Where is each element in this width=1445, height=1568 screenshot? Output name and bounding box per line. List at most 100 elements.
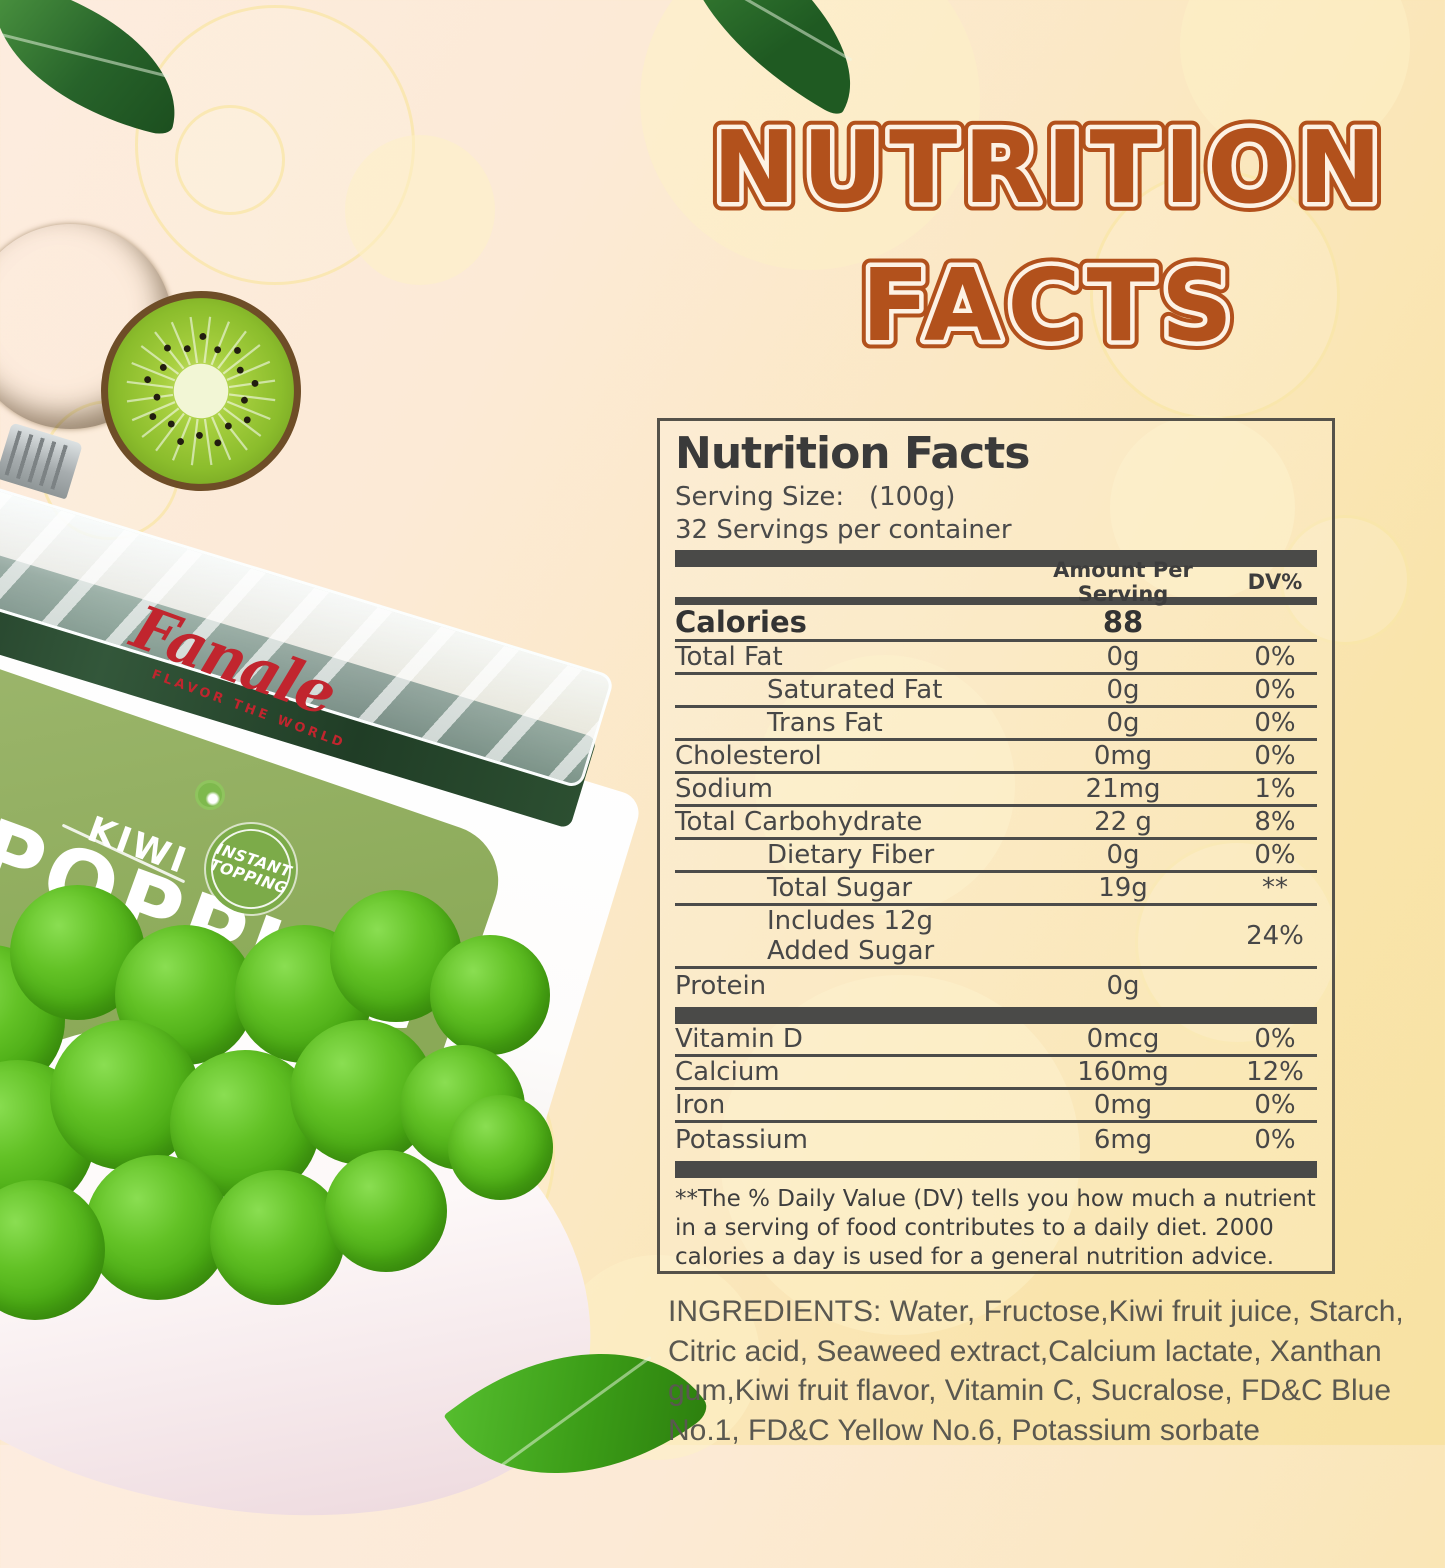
- serving-size-label: Serving Size:: [675, 482, 845, 512]
- kiwi-seed: [234, 347, 241, 354]
- kiwi-streak: [170, 321, 191, 366]
- kiwi-streak: [203, 316, 212, 364]
- nutrition-row-dietary-fiber: Dietary Fiber 0g 0%: [675, 840, 1317, 873]
- title-line1-inline: NUTRITION: [712, 109, 1387, 226]
- kiwi-seed: [167, 420, 175, 428]
- nutrition-row-protein: Protein 0g: [675, 969, 1317, 1002]
- servings-per-container: 32 Servings per container: [675, 515, 1012, 545]
- nlabel: Cholesterol: [675, 741, 822, 771]
- mineral-rows: Vitamin D 0mcg 0% Calcium 160mg 12% Iron 0mg 0% P…: [675, 1024, 1317, 1156]
- kiwi-seed: [241, 396, 248, 404]
- boba-ball: [325, 1150, 447, 1272]
- boba-ball: [85, 1155, 230, 1300]
- kiwi-seed: [183, 345, 191, 353]
- title-line2-inline: FACTS: [861, 247, 1239, 364]
- nlabel: Sodium: [675, 774, 773, 804]
- bubble-decoration: [345, 135, 495, 285]
- namount: 160mg: [1077, 1057, 1169, 1087]
- ndv: 0%: [1254, 840, 1296, 870]
- columns-header: Amount Per Serving DV%: [675, 558, 1317, 606]
- dv-header: DV%: [1247, 570, 1303, 594]
- kiwi-streak: [131, 401, 176, 422]
- ndv: 0%: [1254, 1090, 1296, 1120]
- nutrition-row-includes-12g-added-sugar: Includes 12g Added Sugar 24%: [675, 906, 1317, 969]
- kiwi-streak: [226, 400, 271, 421]
- amount-per-serving-header: Amount Per Serving: [1053, 558, 1193, 606]
- nlabel: Total Carbohydrate: [675, 807, 923, 837]
- nutrition-facts-panel: Nutrition Facts Serving Size: (100g) 32 …: [657, 418, 1335, 1274]
- kiwi-streak: [190, 418, 199, 466]
- calories-value: 88: [1102, 605, 1144, 639]
- kiwi-seed: [149, 413, 157, 421]
- ndv: 0%: [1254, 642, 1296, 672]
- kiwi-seed: [196, 431, 203, 439]
- namount: 19g: [1098, 873, 1148, 903]
- bubble-decoration: [1090, 170, 1340, 420]
- namount: 21mg: [1085, 774, 1161, 804]
- ndv: 0%: [1254, 1024, 1296, 1054]
- nlabel: Protein: [675, 970, 767, 1001]
- ndv: 0%: [1254, 675, 1296, 705]
- kiwi-streak: [126, 380, 174, 389]
- namount: 0mg: [1093, 741, 1153, 771]
- kiwi-streak: [141, 407, 180, 438]
- boba-ball: [430, 935, 550, 1055]
- nlabel: Iron: [675, 1090, 726, 1120]
- ndv: 0%: [1254, 1124, 1296, 1155]
- kiwi-streak: [140, 345, 180, 375]
- ndv: 1%: [1254, 774, 1296, 804]
- nutrition-row-saturated-fat: Saturated Fat 0g 0%: [675, 675, 1317, 708]
- calories-label: Calories: [675, 605, 807, 639]
- ndv: 0%: [1254, 708, 1296, 738]
- bubble-decoration: [1280, 515, 1410, 645]
- kiwi-seed: [236, 366, 244, 374]
- kiwi-streak: [189, 316, 199, 364]
- bubble-decoration: [1110, 415, 1295, 600]
- title-line2-outline: FACTS: [861, 247, 1239, 364]
- nlabel: Vitamin D: [675, 1024, 803, 1054]
- kiwi-streak: [226, 360, 271, 381]
- ndv: 0%: [1254, 741, 1296, 771]
- kiwi-seed: [251, 379, 259, 387]
- nutrition-row-sodium: Sodium 21mg 1%: [675, 774, 1317, 807]
- nlabel: Calcium: [675, 1057, 780, 1087]
- boba-ball: [210, 1170, 345, 1305]
- leaf-vein: [1, 32, 169, 78]
- thick-divider-bar: [675, 550, 1317, 567]
- nlabel: Dietary Fiber: [767, 840, 935, 870]
- namount: 0mcg: [1086, 1024, 1160, 1054]
- serving-size-line: Serving Size: (100g): [675, 482, 1317, 512]
- kiwi-seed: [144, 376, 152, 384]
- nlabel: Saturated Fat: [767, 675, 943, 705]
- namount: 0g: [1106, 970, 1140, 1001]
- namount: 0g: [1106, 840, 1140, 870]
- nutrition-facts-heading: Nutrition Facts: [675, 428, 1030, 479]
- page-title: NUTRITION NUTRITION NUTRITION FACTS FACT…: [704, 101, 1390, 373]
- title-line1: NUTRITION: [712, 109, 1387, 226]
- kiwi-streak: [131, 361, 176, 382]
- kiwi-streak: [217, 412, 248, 451]
- nlabel: Potassium: [675, 1124, 808, 1155]
- kiwi-seed: [177, 438, 185, 446]
- nlabel: Total Sugar: [767, 873, 913, 903]
- daily-value-footnote: **The % Daily Value (DV) tells you how m…: [675, 1186, 1316, 1270]
- ndv: 8%: [1254, 807, 1296, 837]
- thick-divider-bar: [675, 1007, 1317, 1024]
- nlabel: Trans Fat: [767, 708, 883, 738]
- kiwi-streak: [222, 407, 262, 437]
- nutrition-row-calories: Calories 88: [675, 605, 1317, 642]
- namount: 0g: [1106, 675, 1140, 705]
- lid-clip-ridges: [4, 430, 74, 492]
- kiwi-seed: [243, 416, 251, 424]
- leaf-vein: [500, 1355, 652, 1467]
- kiwi-seed: [224, 422, 232, 430]
- kiwi-streak: [211, 416, 232, 461]
- nutrition-row-trans-fat: Trans Fat 0g 0%: [675, 708, 1317, 741]
- kiwi-seed: [153, 393, 161, 401]
- ndv: 12%: [1246, 1057, 1304, 1087]
- kiwi-seed: [214, 346, 222, 354]
- namount: 6mg: [1093, 1124, 1153, 1155]
- nlabel: Includes 12g Added Sugar: [767, 906, 935, 966]
- title-line1-outline: NUTRITION: [712, 109, 1387, 226]
- nutrition-row-cholesterol: Cholesterol 0mg 0%: [675, 741, 1317, 774]
